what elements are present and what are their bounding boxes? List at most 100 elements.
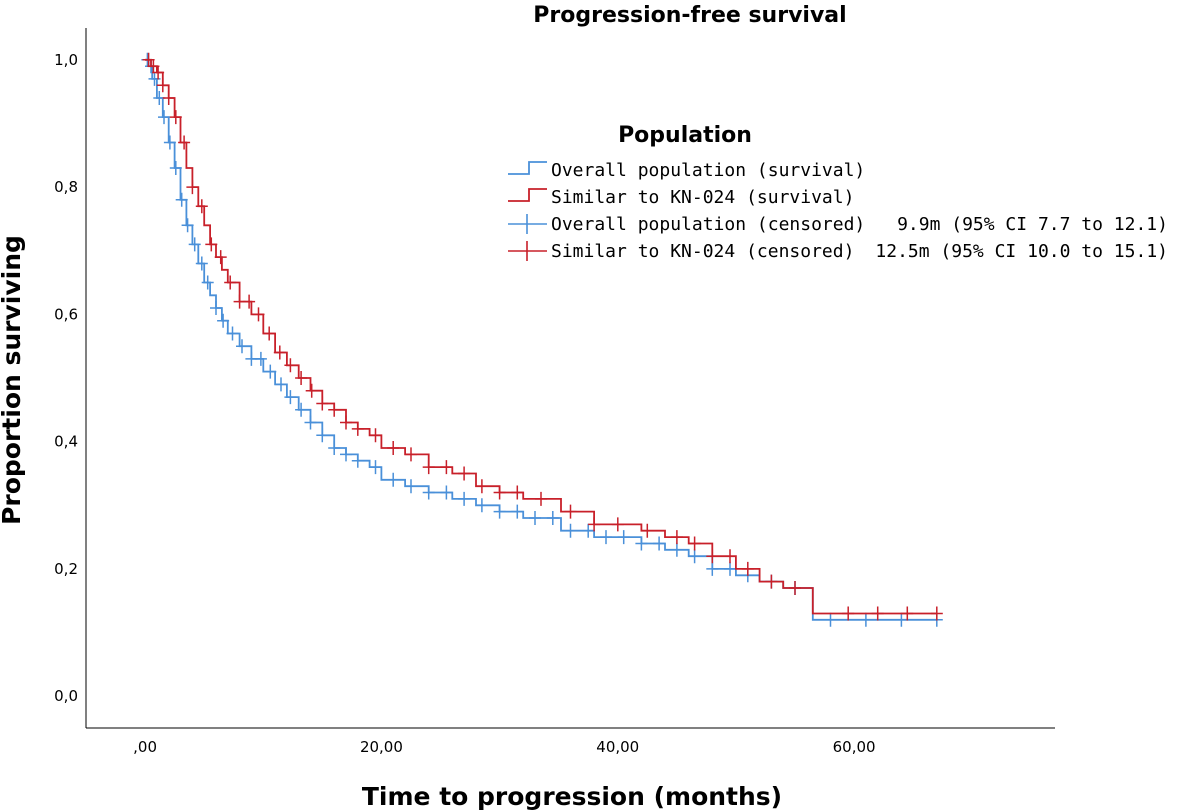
series-0-censor-mark-33 bbox=[475, 498, 488, 513]
series-0-censor-mark-25 bbox=[340, 447, 352, 462]
series-1-censor-mark-13 bbox=[243, 294, 256, 309]
series-0-censor-mark-35 bbox=[511, 504, 524, 519]
y-tick-label-5: 1,0 bbox=[54, 51, 78, 69]
series-0-censor-mark-9 bbox=[188, 237, 201, 252]
series-1-censor-mark-41 bbox=[724, 549, 736, 564]
y-tick-label-1: 0,2 bbox=[54, 560, 78, 578]
series-1-censor-mark-16 bbox=[273, 345, 286, 360]
x-ticks: ,00 20,00 40,00 60,00 bbox=[133, 738, 875, 756]
series-0-censor-mark-10 bbox=[195, 256, 208, 271]
series-0-censor-mark-28 bbox=[387, 472, 400, 487]
series-1-censor-mark-39 bbox=[688, 536, 701, 551]
legend-swatch-1 bbox=[508, 188, 547, 202]
y-tick-label-2: 0,4 bbox=[54, 433, 78, 451]
series-0-censor-mark-51 bbox=[824, 612, 837, 627]
y-tick-label-3: 0,6 bbox=[54, 305, 78, 323]
series-0-censor-mark-53 bbox=[895, 612, 908, 627]
series-0-censor-mark-52 bbox=[859, 612, 872, 627]
series-1-censor-mark-14 bbox=[252, 307, 265, 322]
series-0-censor-mark-38 bbox=[564, 523, 577, 538]
series-1-censor-mark-0 bbox=[142, 52, 155, 67]
y-tick-label-0: 0,0 bbox=[54, 687, 78, 705]
series-1-censor-mark-37 bbox=[641, 523, 654, 538]
legend-swatch-2 bbox=[508, 214, 547, 234]
series-0-censor-mark-5 bbox=[163, 135, 176, 150]
series-1-censor-mark-23 bbox=[351, 421, 364, 436]
series-0-censor-mark-26 bbox=[351, 453, 364, 468]
series-1-censor-mark-31 bbox=[493, 485, 506, 500]
series-0-censor-mark-15 bbox=[236, 339, 248, 354]
series-0-censor-mark-31 bbox=[440, 485, 453, 500]
series-0-censor-mark-22 bbox=[304, 415, 317, 430]
legend-swatch-0 bbox=[508, 161, 547, 175]
chart-title: Progression-free survival bbox=[533, 3, 846, 28]
series-1-censor-mark-7 bbox=[186, 180, 199, 195]
series-0-censor-mark-17 bbox=[254, 351, 267, 366]
series-0-censor-mark-18 bbox=[264, 364, 277, 379]
series-0-censor-mark-29 bbox=[405, 479, 417, 494]
y-ticks: 0,0 0,2 0,4 0,6 0,8 1,0 bbox=[54, 51, 78, 705]
series-1-censor-mark-40 bbox=[706, 549, 719, 564]
series-0-censor-mark-13 bbox=[217, 313, 230, 328]
legend-swatch-3 bbox=[508, 241, 547, 261]
series-0-censor-mark-40 bbox=[600, 530, 612, 545]
series-0 bbox=[141, 52, 943, 627]
x-tick-label-1: 20,00 bbox=[360, 738, 403, 756]
series-0-censor-mark-20 bbox=[284, 390, 297, 405]
series-1-censor-mark-5 bbox=[169, 110, 182, 125]
series-1-censor-mark-32 bbox=[511, 485, 524, 500]
series-1-censor-mark-38 bbox=[670, 530, 683, 545]
x-tick-label-3: 60,00 bbox=[833, 738, 876, 756]
legend-label-2: Overall population (censored) bbox=[551, 214, 865, 235]
series-0-censor-mark-23 bbox=[316, 428, 329, 443]
series-1-censor-mark-26 bbox=[405, 447, 417, 462]
series-1-censor-mark-15 bbox=[263, 326, 276, 341]
legend-title: Population bbox=[618, 123, 752, 148]
series-0-censor-mark-43 bbox=[653, 536, 666, 551]
series-0-censor-mark-32 bbox=[458, 491, 471, 506]
series-1-censor-mark-17 bbox=[284, 358, 297, 373]
series-0-censor-mark-24 bbox=[328, 441, 341, 455]
series-0-censor-mark-42 bbox=[635, 536, 648, 551]
series-1-censor-mark-8 bbox=[195, 199, 208, 214]
series-0-censor-mark-11 bbox=[201, 275, 214, 290]
series-1-censor-mark-44 bbox=[789, 581, 801, 595]
y-tick-label-4: 0,8 bbox=[54, 178, 78, 196]
series-1-censor-mark-6 bbox=[178, 135, 191, 150]
series-layer bbox=[141, 52, 943, 627]
legend-entries: Overall population (survival) Similar to … bbox=[508, 160, 1168, 262]
legend-label-0: Overall population (survival) bbox=[551, 160, 865, 181]
series-0-censor-mark-7 bbox=[175, 192, 188, 207]
series-1-censor-mark-48 bbox=[930, 606, 943, 621]
series-1-censor-mark-25 bbox=[387, 441, 400, 455]
series-0-censor-mark-8 bbox=[181, 218, 194, 233]
legend-label-3: Similar to KN-024 (censored) bbox=[551, 241, 854, 262]
series-0-censor-mark-44 bbox=[670, 542, 683, 557]
series-1-censor-mark-9 bbox=[205, 237, 218, 252]
series-1-censor-mark-27 bbox=[422, 460, 435, 475]
series-1-censor-mark-20 bbox=[316, 396, 329, 411]
series-0-censor-mark-12 bbox=[210, 301, 222, 315]
series-1-censor-mark-47 bbox=[901, 606, 914, 621]
series-0-censor-mark-21 bbox=[295, 402, 308, 417]
legend: Population Overall population (survival)… bbox=[508, 123, 1168, 262]
series-1-censor-mark-36 bbox=[611, 517, 624, 532]
series-1-censor-mark-42 bbox=[741, 561, 754, 576]
series-0-censor-mark-14 bbox=[226, 326, 239, 341]
series-0-step-line bbox=[145, 58, 937, 621]
series-1-censor-mark-34 bbox=[564, 504, 577, 519]
series-0-censor-mark-45 bbox=[688, 549, 701, 564]
legend-entry-2: Overall population (censored) 9.9m (95% C… bbox=[508, 214, 1168, 235]
series-1-censor-mark-28 bbox=[440, 460, 453, 475]
legend-entry-0: Overall population (survival) bbox=[508, 160, 865, 181]
series-1-censor-mark-22 bbox=[340, 415, 352, 430]
series-1-step-line bbox=[145, 58, 937, 615]
series-1-censor-mark-19 bbox=[305, 383, 318, 398]
series-0-censor-mark-30 bbox=[422, 485, 435, 500]
series-1-censor-mark-30 bbox=[475, 479, 488, 494]
series-1-censor-mark-29 bbox=[458, 466, 471, 481]
series-1-censor-mark-4 bbox=[162, 91, 175, 105]
x-tick-label-2: 40,00 bbox=[596, 738, 639, 756]
series-0-censor-mark-27 bbox=[369, 460, 382, 475]
